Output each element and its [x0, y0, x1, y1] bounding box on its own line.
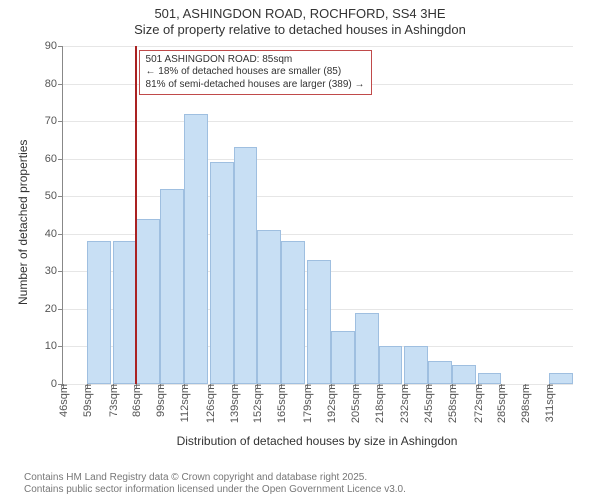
annotation-line3: 81% of semi-detached houses are larger (…: [146, 79, 365, 92]
xtick-label: 272sqm: [471, 384, 485, 423]
gridline: [63, 46, 573, 47]
gridline: [63, 196, 573, 197]
xtick-label: 218sqm: [372, 384, 386, 423]
histogram-bar: [549, 373, 573, 384]
annotation-box: 501 ASHINGDON ROAD: 85sqm← 18% of detach…: [139, 50, 372, 96]
histogram-bar: [210, 162, 234, 384]
ytick-label: 60: [45, 153, 63, 165]
histogram-bar: [257, 230, 281, 384]
title-sub: Size of property relative to detached ho…: [0, 22, 600, 37]
plot-frame: 010203040506070809046sqm59sqm73sqm86sqm9…: [62, 46, 573, 385]
xtick-label: 46sqm: [56, 384, 70, 417]
histogram-bar: [404, 346, 428, 384]
histogram-bar: [331, 331, 355, 384]
xtick-label: 179sqm: [300, 384, 314, 423]
xtick-label: 205sqm: [348, 384, 362, 423]
ytick-label: 40: [45, 228, 63, 240]
marker-line: [135, 46, 137, 384]
xtick-label: 192sqm: [324, 384, 338, 423]
ytick-label: 90: [45, 40, 63, 52]
xtick-label: 126sqm: [203, 384, 217, 423]
annotation-line1: 501 ASHINGDON ROAD: 85sqm: [146, 54, 365, 67]
footnote-line2: Contains public sector information licen…: [24, 484, 406, 496]
histogram-bar: [379, 346, 403, 384]
histogram-bar: [113, 241, 137, 384]
histogram-bar: [281, 241, 305, 384]
ytick-label: 10: [45, 340, 63, 352]
ytick-label: 80: [45, 78, 63, 90]
xtick-label: 59sqm: [80, 384, 94, 417]
title-main: 501, ASHINGDON ROAD, ROCHFORD, SS4 3HE: [0, 6, 600, 21]
chart-area: 010203040506070809046sqm59sqm73sqm86sqm9…: [0, 38, 600, 458]
ytick-label: 50: [45, 190, 63, 202]
gridline: [63, 121, 573, 122]
footnote: Contains HM Land Registry data © Crown c…: [24, 472, 406, 496]
xtick-label: 152sqm: [250, 384, 264, 423]
histogram-bar: [355, 313, 379, 384]
xtick-label: 112sqm: [177, 384, 191, 422]
ytick-label: 70: [45, 115, 63, 127]
x-axis-label: Distribution of detached houses by size …: [62, 434, 572, 448]
histogram-bar: [452, 365, 476, 384]
xtick-label: 258sqm: [445, 384, 459, 423]
chart-titles: 501, ASHINGDON ROAD, ROCHFORD, SS4 3HE S…: [0, 0, 600, 37]
annotation-line2: ← 18% of detached houses are smaller (85…: [146, 66, 365, 79]
xtick-label: 99sqm: [153, 384, 167, 417]
xtick-label: 165sqm: [274, 384, 288, 423]
ytick-label: 30: [45, 265, 63, 277]
histogram-bar: [307, 260, 331, 384]
xtick-label: 73sqm: [106, 384, 120, 417]
histogram-bar: [160, 189, 184, 384]
histogram-bar: [136, 219, 160, 384]
gridline: [63, 159, 573, 160]
xtick-label: 232sqm: [397, 384, 411, 423]
xtick-label: 139sqm: [227, 384, 241, 423]
histogram-bar: [428, 361, 452, 384]
footnote-line1: Contains HM Land Registry data © Crown c…: [24, 472, 406, 484]
xtick-label: 311sqm: [542, 384, 556, 422]
xtick-label: 285sqm: [494, 384, 508, 423]
histogram-bar: [234, 147, 258, 384]
xtick-label: 298sqm: [518, 384, 532, 423]
histogram-bar: [184, 114, 208, 384]
y-axis-label: Number of detached properties: [16, 140, 30, 305]
xtick-label: 86sqm: [129, 384, 143, 417]
histogram-bar: [87, 241, 111, 384]
histogram-bar: [478, 373, 502, 384]
ytick-label: 20: [45, 303, 63, 315]
xtick-label: 245sqm: [421, 384, 435, 423]
